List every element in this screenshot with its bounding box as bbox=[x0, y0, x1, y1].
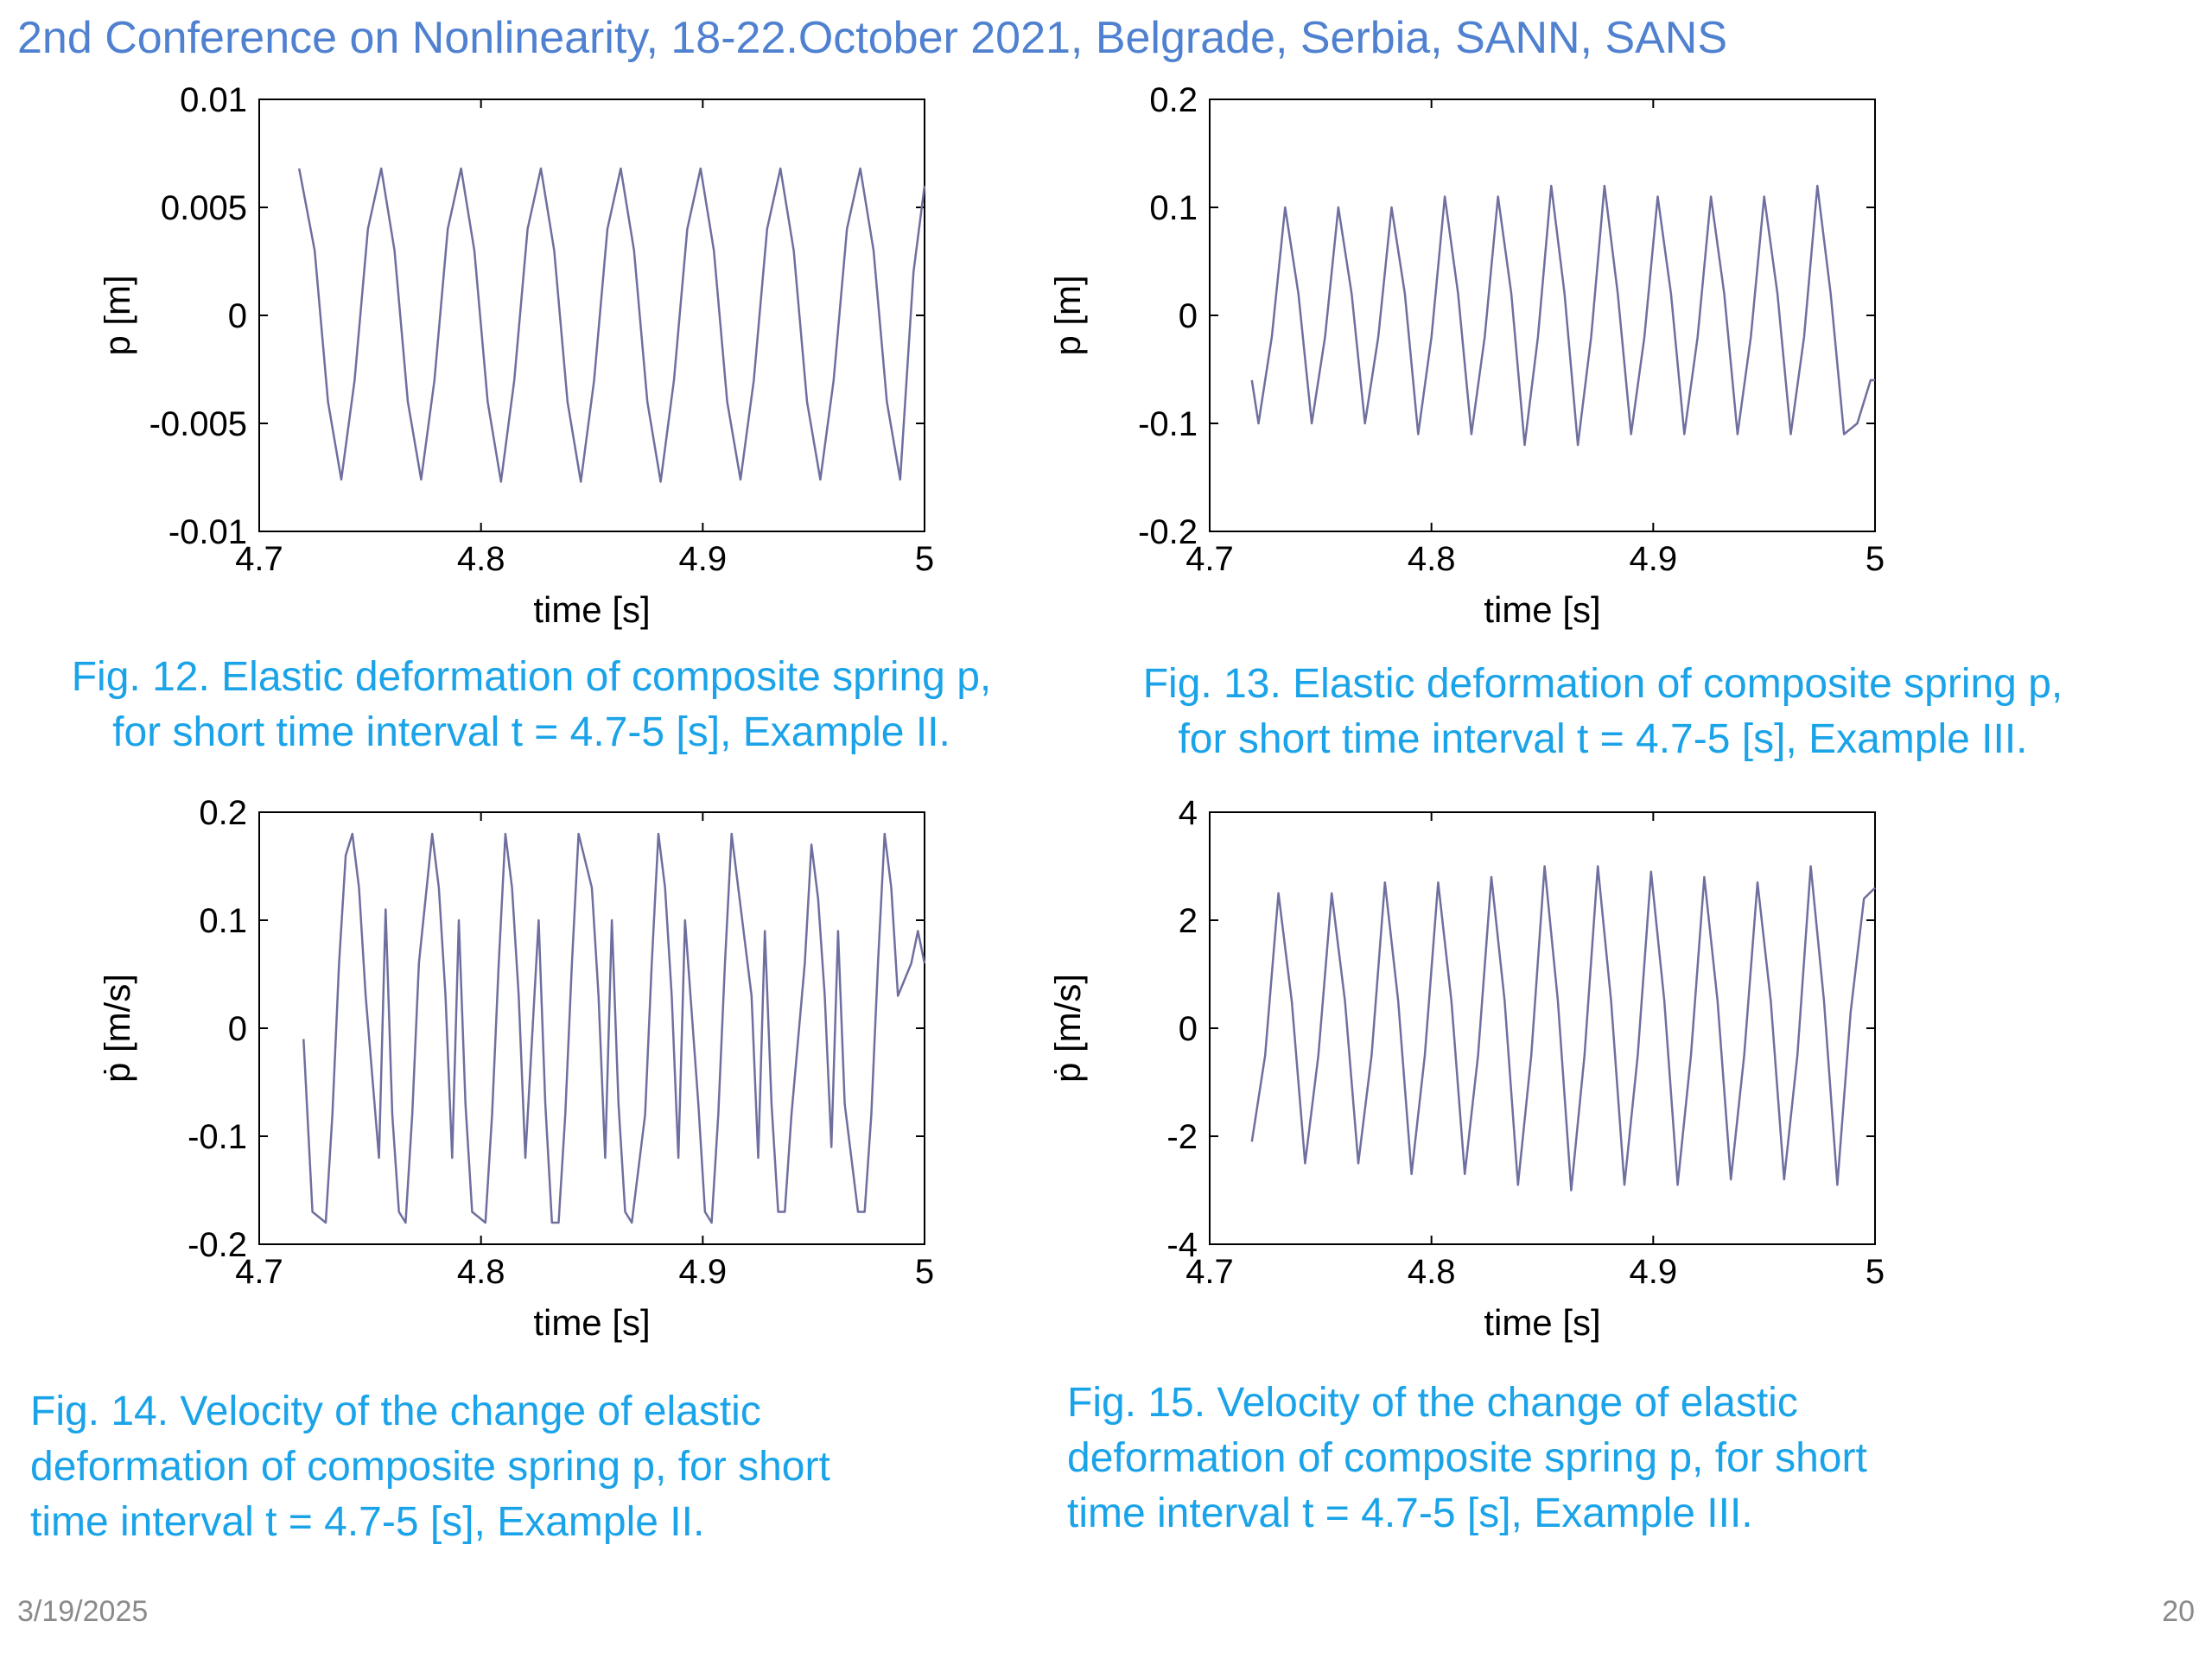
y-tick-label: 0.01 bbox=[180, 82, 247, 119]
chart-svg: 4.7 4.8 4.9 5 -0.2 -0.1 0 0.1 0.2 time [s] ṗ [m/s] bbox=[104, 795, 934, 1343]
y-tick-label: -2 bbox=[1166, 1118, 1198, 1156]
x-tick-label: 5 bbox=[915, 1253, 934, 1291]
plot-frame bbox=[1209, 99, 1876, 532]
y-tick-label: 0.1 bbox=[199, 902, 247, 940]
y-axis-label: p [m] bbox=[104, 275, 137, 355]
x-axis-label: time [s] bbox=[533, 1302, 650, 1343]
series-line bbox=[1250, 865, 1876, 1192]
caption-line: for short time interval t = 4.7-5 [s], E… bbox=[112, 709, 950, 755]
series-line bbox=[297, 167, 926, 483]
y-tick-label: -0.1 bbox=[188, 1118, 247, 1156]
x-axis-label: time [s] bbox=[1484, 589, 1600, 630]
x-tick-label: 4.8 bbox=[1408, 540, 1456, 578]
figure-caption-15: Fig. 15. Velocity of the change of elast… bbox=[1067, 1376, 2074, 1541]
x-axis-label: time [s] bbox=[1484, 1302, 1600, 1343]
y-tick-label: 0 bbox=[1179, 1010, 1198, 1048]
y-axis-label: ṗ [m/s] bbox=[1054, 974, 1088, 1083]
x-tick-label: 4.8 bbox=[457, 1253, 505, 1291]
chart-pdot-example-3: 4.7 4.8 4.9 5 -4 -2 0 2 4 time [s] ṗ [m/s] bbox=[1054, 795, 1918, 1365]
y-tick-label: 0 bbox=[1179, 297, 1198, 335]
y-tick-label: 2 bbox=[1179, 902, 1198, 940]
y-tick-label: 0.005 bbox=[161, 189, 247, 227]
plot-frame bbox=[258, 99, 925, 532]
plot-frame bbox=[258, 811, 925, 1245]
chart-svg: 4.7 4.8 4.9 5 -0.01 -0.005 0 0.005 0.01 time [s] p… bbox=[104, 82, 934, 630]
chart-svg: 4.7 4.8 4.9 5 -0.2 -0.1 0 0.1 0.2 time [s] p [m] bbox=[1054, 82, 1885, 630]
series-line bbox=[302, 832, 926, 1224]
x-tick-label: 4.9 bbox=[1630, 1253, 1678, 1291]
x-tick-label: 5 bbox=[1866, 1253, 1885, 1291]
caption-line: deformation of composite spring p, for s… bbox=[1067, 1435, 1867, 1481]
y-axis-label: ṗ [m/s] bbox=[104, 974, 137, 1083]
caption-line: deformation of composite spring p, for s… bbox=[30, 1444, 830, 1490]
x-axis-label: time [s] bbox=[533, 589, 650, 630]
figure-caption-14: Fig. 14. Velocity of the change of elast… bbox=[30, 1384, 1011, 1550]
x-tick-label: 4.9 bbox=[1630, 540, 1678, 578]
x-tick-label: 5 bbox=[915, 540, 934, 578]
y-tick-label: -0.2 bbox=[1138, 513, 1198, 551]
caption-line: for short time interval t = 4.7-5 [s], E… bbox=[1178, 716, 2028, 762]
y-axis-label: p [m] bbox=[1054, 275, 1088, 355]
x-tick-label: 4.9 bbox=[679, 1253, 728, 1291]
x-tick-label: 4.7 bbox=[235, 540, 283, 578]
caption-line: Fig. 13. Elastic deformation of composit… bbox=[1142, 661, 2063, 707]
y-tick-label: -4 bbox=[1166, 1226, 1198, 1264]
y-tick-label: 0 bbox=[228, 297, 247, 335]
y-tick-label: 0.1 bbox=[1149, 189, 1198, 227]
chart-pdot-example-2: 4.7 4.8 4.9 5 -0.2 -0.1 0 0.1 0.2 time [s] ṗ [m/s] bbox=[104, 795, 968, 1365]
chart-p-example-3: 4.7 4.8 4.9 5 -0.2 -0.1 0 0.1 0.2 time [s] p [m] bbox=[1054, 82, 1918, 652]
slide-header: 2nd Conference on Nonlinearity, 18-22.Oc… bbox=[17, 13, 1728, 63]
x-tick-label: 4.9 bbox=[679, 540, 728, 578]
y-tick-label: -0.005 bbox=[149, 405, 247, 443]
caption-line: Fig. 12. Elastic deformation of composit… bbox=[71, 654, 992, 700]
slide-page-number: 20 bbox=[2162, 1595, 2195, 1628]
y-tick-label: 4 bbox=[1179, 795, 1198, 832]
y-tick-label: 0.2 bbox=[199, 795, 247, 832]
x-tick-label: 4.7 bbox=[235, 1253, 283, 1291]
caption-line: Fig. 15. Velocity of the change of elast… bbox=[1067, 1380, 1798, 1426]
slide-date: 3/19/2025 bbox=[17, 1595, 149, 1628]
x-tick-label: 4.8 bbox=[1408, 1253, 1456, 1291]
chart-p-example-2: 4.7 4.8 4.9 5 -0.01 -0.005 0 0.005 0.01 time [s] p… bbox=[104, 82, 968, 652]
y-tick-label: -0.2 bbox=[188, 1226, 247, 1264]
y-tick-label: 0 bbox=[228, 1010, 247, 1048]
series-line bbox=[1250, 184, 1875, 447]
plot-frame bbox=[1209, 811, 1876, 1245]
caption-line: time interval t = 4.7-5 [s], Example III… bbox=[1067, 1491, 1753, 1536]
y-tick-label: 0.2 bbox=[1149, 82, 1198, 119]
y-tick-label: -0.01 bbox=[168, 513, 247, 551]
figure-caption-13: Fig. 13. Elastic deformation of composit… bbox=[1080, 657, 2126, 767]
chart-svg: 4.7 4.8 4.9 5 -4 -2 0 2 4 time [s] ṗ [m/s] bbox=[1054, 795, 1885, 1343]
x-tick-label: 4.7 bbox=[1185, 1253, 1234, 1291]
caption-line: time interval t = 4.7-5 [s], Example II. bbox=[30, 1499, 705, 1545]
caption-line: Fig. 14. Velocity of the change of elast… bbox=[30, 1389, 761, 1434]
x-tick-label: 4.8 bbox=[457, 540, 505, 578]
figure-caption-12: Fig. 12. Elastic deformation of composit… bbox=[9, 650, 1054, 760]
x-tick-label: 4.7 bbox=[1185, 540, 1234, 578]
x-tick-label: 5 bbox=[1866, 540, 1885, 578]
y-tick-label: -0.1 bbox=[1138, 405, 1198, 443]
